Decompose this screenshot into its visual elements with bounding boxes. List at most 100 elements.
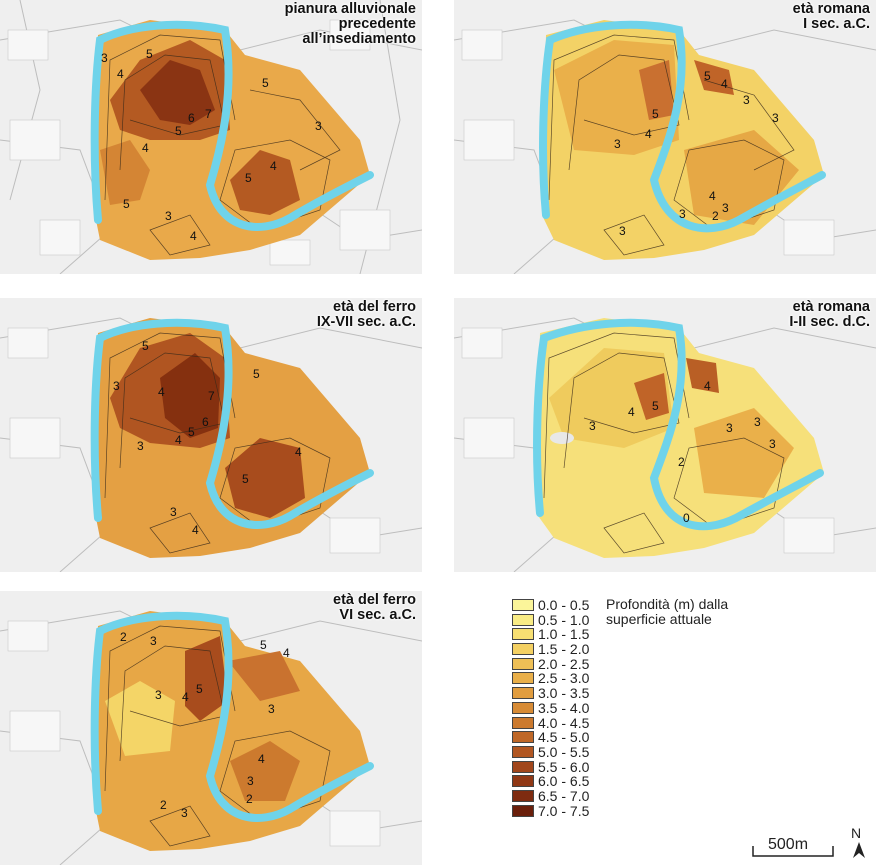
svg-text:3: 3 — [743, 93, 750, 107]
svg-text:4: 4 — [258, 752, 265, 766]
svg-text:3: 3 — [589, 419, 596, 433]
svg-text:0: 0 — [683, 511, 690, 525]
svg-text:4: 4 — [142, 141, 149, 155]
river-tiber — [539, 20, 826, 233]
river-tiber — [90, 20, 374, 231]
svg-text:3: 3 — [165, 209, 172, 223]
contour-labels: 2 3 3 4 5 5 4 3 3 4 2 3 2 — [120, 630, 290, 820]
svg-text:3: 3 — [268, 702, 275, 716]
legend-swatch — [512, 657, 534, 670]
svg-text:4: 4 — [192, 523, 199, 537]
map-panel-roman-1-2ad: 4 5 4 3 3 2 3 0 3 età romana I-II sec. d… — [454, 298, 876, 572]
svg-text:2: 2 — [678, 455, 685, 469]
map-panel-iron-age-ix-vii: 5 3 4 7 6 5 4 3 5 4 5 3 4 età del ferro … — [0, 298, 422, 572]
svg-text:4: 4 — [628, 405, 635, 419]
svg-text:5: 5 — [704, 69, 711, 83]
svg-text:2: 2 — [160, 798, 167, 812]
legend-swatch — [512, 745, 534, 758]
svg-text:2: 2 — [120, 630, 127, 644]
svg-text:3: 3 — [754, 415, 761, 429]
svg-text:5: 5 — [196, 682, 203, 696]
svg-text:4: 4 — [270, 159, 277, 173]
svg-text:5: 5 — [253, 367, 260, 381]
legend-swatch — [512, 599, 534, 611]
legend-label: 6.0 - 6.5 — [538, 773, 590, 790]
legend-swatch — [512, 672, 534, 685]
scale-label: 500m — [768, 836, 809, 853]
svg-text:3: 3 — [614, 137, 621, 151]
contour-labels: 5 4 5 4 3 3 3 4 2 3 3 3 — [614, 69, 779, 238]
svg-text:4: 4 — [117, 67, 124, 81]
svg-text:5: 5 — [652, 399, 659, 413]
svg-text:5: 5 — [652, 107, 659, 121]
svg-text:3: 3 — [726, 421, 733, 435]
contour-labels: 4 5 4 3 3 2 3 0 3 — [589, 379, 776, 525]
legend-label: 7.0 - 7.5 — [538, 802, 590, 819]
svg-text:5: 5 — [123, 197, 130, 211]
legend-swatch — [512, 643, 534, 656]
svg-text:3: 3 — [137, 439, 144, 453]
legend-label: 0.0 - 0.5 — [538, 597, 590, 613]
svg-text:3: 3 — [170, 505, 177, 519]
svg-text:3: 3 — [247, 774, 254, 788]
svg-text:3: 3 — [181, 806, 188, 820]
river-tiber — [90, 611, 374, 822]
contour-labels: 5 3 4 7 6 5 4 3 5 4 5 3 4 — [113, 339, 302, 537]
svg-text:4: 4 — [182, 690, 189, 704]
svg-text:3: 3 — [101, 51, 108, 65]
legend-swatch — [512, 775, 534, 788]
legend-label: 2.5 - 3.0 — [538, 670, 590, 687]
legend-label: 3.5 - 4.0 — [538, 699, 590, 716]
svg-text:4: 4 — [704, 379, 711, 393]
svg-text:2: 2 — [246, 792, 253, 806]
map-canvas: 3 4 5 5 6 7 5 4 4 3 5 5 3 4 — [0, 0, 422, 274]
legend-label: 1.0 - 1.5 — [538, 626, 590, 643]
svg-text:5: 5 — [175, 124, 182, 138]
svg-text:5: 5 — [146, 47, 153, 61]
legend-swatch — [512, 716, 534, 729]
svg-text:4: 4 — [645, 127, 652, 141]
legend-label: 3.0 - 3.5 — [538, 685, 590, 702]
svg-text:3: 3 — [722, 201, 729, 215]
svg-text:5: 5 — [245, 171, 252, 185]
legend-swatch — [512, 731, 534, 744]
legend-label: 1.5 - 2.0 — [538, 641, 590, 658]
svg-text:3: 3 — [113, 379, 120, 393]
map-panel-iron-age-vi: 2 3 3 4 5 5 4 3 3 4 2 3 2 età del ferro … — [0, 591, 422, 865]
legend-label: 2.0 - 2.5 — [538, 655, 590, 672]
north-label: N — [851, 825, 862, 841]
legend-label: 6.5 - 7.0 — [538, 787, 590, 804]
svg-text:3: 3 — [150, 634, 157, 648]
svg-text:4: 4 — [175, 433, 182, 447]
svg-text:3: 3 — [619, 224, 626, 238]
svg-text:4: 4 — [721, 77, 728, 91]
svg-text:5: 5 — [142, 339, 149, 353]
panel-title: età del ferro IX-VII sec. a.C. — [316, 299, 416, 330]
legend-label: 4.5 - 5.0 — [538, 729, 590, 746]
svg-text:5: 5 — [188, 425, 195, 439]
svg-text:4: 4 — [709, 189, 716, 203]
legend-swatch — [512, 760, 534, 773]
panel-title: età del ferro VI sec. a.C. — [333, 592, 416, 623]
svg-text:7: 7 — [205, 107, 212, 121]
legend-swatch — [512, 613, 534, 626]
north-arrow-icon — [853, 842, 865, 858]
panel-title: pianura alluvionale precedente all’insed… — [284, 1, 416, 47]
legend-label: 4.0 - 4.5 — [538, 714, 590, 731]
svg-text:5: 5 — [242, 472, 249, 486]
svg-text:5: 5 — [262, 76, 269, 90]
legend-label: 0.5 - 1.0 — [538, 611, 590, 628]
svg-text:3: 3 — [679, 207, 686, 221]
river-tiber — [533, 318, 824, 531]
svg-text:3: 3 — [769, 437, 776, 451]
svg-text:4: 4 — [190, 229, 197, 243]
legend-swatch — [512, 628, 534, 641]
svg-text:6: 6 — [202, 415, 209, 429]
river-tiber — [90, 318, 374, 529]
svg-text:2: 2 — [712, 209, 719, 223]
legend-caption: Profondità (m) dalla superficie attuale — [606, 596, 729, 627]
svg-text:3: 3 — [315, 119, 322, 133]
svg-text:3: 3 — [155, 688, 162, 702]
panel-title: età romana I-II sec. d.C. — [789, 299, 870, 330]
map-canvas: 4 5 4 3 3 2 3 0 3 — [454, 298, 876, 572]
